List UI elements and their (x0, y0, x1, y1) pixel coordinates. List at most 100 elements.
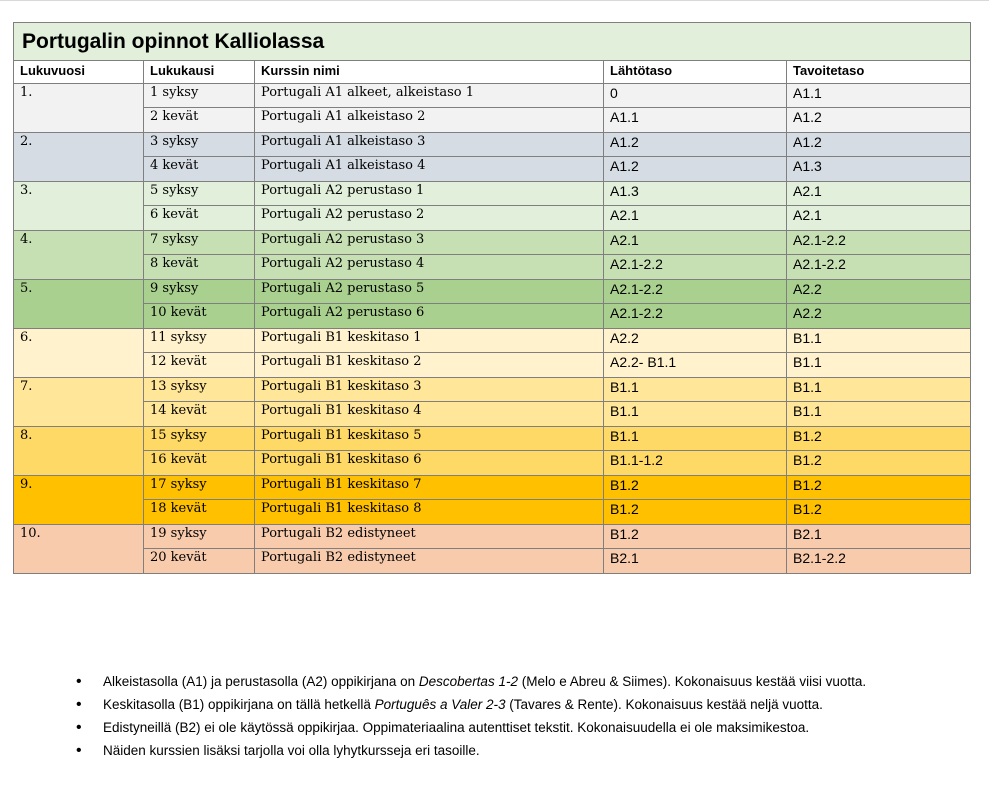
course-name-cell: Portugali A1 alkeet, alkeistaso 1 (254, 83, 604, 108)
start-level-cell: A2.2- B1.1 (603, 352, 787, 378)
target-level-cell: B1.1 (785, 328, 972, 353)
course-name-cell: Portugali A1 alkeistaso 2 (254, 107, 604, 133)
target-level-cell: A2.1 (785, 181, 972, 206)
start-level-cell: A2.1 (603, 230, 787, 255)
table-row: 5. 9 syksy Portugali A2 perustaso 5 A2.1-2.… (13, 279, 972, 329)
column-header-start-level: Lähtötaso (603, 60, 787, 84)
course-name-cell: Portugali B1 keskitaso 3 (254, 377, 604, 402)
term-cell: 6 kevät (143, 205, 255, 231)
start-level-cell: A2.1-2.2 (603, 279, 787, 304)
course-name-cell: Portugali A1 alkeistaso 4 (254, 156, 604, 182)
start-level-cell: A2.1 (603, 205, 787, 231)
target-level-cell: A1.3 (785, 156, 972, 182)
start-level-cell: B1.2 (603, 475, 787, 500)
column-header-term: Lukukausi (143, 60, 255, 84)
table-row: 8. 15 syksy Portugali B1 keskitaso 5 B1.1 B1… (13, 426, 972, 476)
column-header-year: Lukuvuosi (13, 60, 144, 84)
target-level-cell: B1.1 (785, 401, 972, 427)
table-row: 2. 3 syksy Portugali A1 alkeistaso 3 A1.2 A1… (13, 132, 972, 182)
target-level-cell: B1.2 (785, 475, 972, 500)
target-level-cell: A1.2 (785, 107, 972, 133)
term-cell: 18 kevät (143, 499, 255, 525)
course-name-cell: Portugali A2 perustaso 4 (254, 254, 604, 280)
start-level-cell: B1.2 (603, 524, 787, 549)
start-level-cell: B1.1-1.2 (603, 450, 787, 476)
term-cell: 1 syksy (143, 83, 255, 108)
start-level-cell: A1.3 (603, 181, 787, 206)
target-level-cell: B1.2 (785, 499, 972, 525)
term-cell: 9 syksy (143, 279, 255, 304)
table-row: 6. 11 syksy Portugali B1 keskitaso 1 A2.2 B1… (13, 328, 972, 378)
table-row: 20 kevät Portugali B2 edistyneet B2.1 B2.1-… (13, 548, 972, 574)
course-name-cell: Portugali B1 keskitaso 5 (254, 426, 604, 451)
table-title: Portugalin opinnot Kalliolassa (12, 22, 972, 61)
table-row: 16 kevät Portugali B1 keskitaso 6 B1.1-1.2… (13, 450, 972, 476)
term-cell: 16 kevät (143, 450, 255, 476)
note-item: Edistyneillä (B2) ei ole käytössä oppiki… (76, 716, 866, 739)
start-level-cell: B1.1 (603, 401, 787, 427)
start-level-cell: B1.1 (603, 426, 787, 451)
term-cell: 10 kevät (143, 303, 255, 329)
book-title: Descobertas 1-2 (418, 674, 518, 689)
table-row: 9. 17 syksy Portugali B1 keskitaso 7 B1.2 B1… (13, 475, 972, 525)
note-item: Alkeistasolla (A1) ja perustasolla (A2) … (76, 670, 866, 693)
course-name-cell: Portugali B1 keskitaso 8 (254, 499, 604, 525)
course-name-cell: Portugali B2 edistyneet (254, 548, 604, 574)
course-name-cell: Portugali A2 perustaso 6 (254, 303, 604, 329)
course-name-cell: Portugali A1 alkeistaso 3 (254, 132, 604, 157)
table-row: 3. 5 syksy Portugali A2 perustaso 1 A1.3 A2.… (13, 181, 972, 231)
academic-year-cell: 7. (13, 377, 144, 427)
table-row: 7. 13 syksy Portugali B1 keskitaso 3 B1.1 B1… (13, 377, 972, 427)
term-cell: 11 syksy (143, 328, 255, 353)
target-level-cell: A2.1 (785, 205, 972, 231)
term-cell: 4 kevät (143, 156, 255, 182)
course-name-cell: Portugali A2 perustaso 5 (254, 279, 604, 304)
start-level-cell: A1.2 (603, 156, 787, 182)
target-level-cell: B1.1 (785, 352, 972, 378)
start-level-cell: A2.1-2.2 (603, 303, 787, 329)
course-name-cell: Portugali B1 keskitaso 4 (254, 401, 604, 427)
note-item: Keskitasolla (B1) oppikirjana on tällä h… (76, 693, 866, 716)
target-level-cell: B1.2 (785, 450, 972, 476)
term-cell: 15 syksy (143, 426, 255, 451)
target-level-cell: B2.1 (785, 524, 972, 549)
start-level-cell: B2.1 (603, 548, 787, 574)
term-cell: 3 syksy (143, 132, 255, 157)
term-cell: 8 kevät (143, 254, 255, 280)
start-level-cell: B1.1 (603, 377, 787, 402)
target-level-cell: A2.1-2.2 (785, 254, 972, 280)
academic-year-cell: 4. (13, 230, 144, 280)
table-row: 18 kevät Portugali B1 keskitaso 8 B1.2 B1.2 (13, 499, 972, 525)
course-name-cell: Portugali B1 keskitaso 2 (254, 352, 604, 378)
target-level-cell: B1.2 (785, 426, 972, 451)
table-row: 8 kevät Portugali A2 perustaso 4 A2.1-2.2 A… (13, 254, 972, 280)
note-text: Näiden kurssien lisäksi tarjolla voi oll… (103, 743, 480, 758)
table-row: 6 kevät Portugali A2 perustaso 2 A2.1 A2.1 (13, 205, 972, 231)
academic-year-cell: 2. (13, 132, 144, 182)
target-level-cell: B1.1 (785, 377, 972, 402)
course-name-cell: Portugali B1 keskitaso 7 (254, 475, 604, 500)
book-title: Português a Valer 2-3 (374, 697, 506, 712)
note-text: Alkeistasolla (A1) ja perustasolla (A2) … (103, 674, 419, 689)
table-row: 4. 7 syksy Portugali A2 perustaso 3 A2.1 A2.… (13, 230, 972, 280)
academic-year-cell: 9. (13, 475, 144, 525)
term-cell: 20 kevät (143, 548, 255, 574)
course-table: Portugalin opinnot Kalliolassa Lukuvuosi… (12, 22, 972, 574)
target-level-cell: B2.1-2.2 (785, 548, 972, 574)
term-cell: 2 kevät (143, 107, 255, 133)
start-level-cell: A2.2 (603, 328, 787, 353)
target-level-cell: A2.1-2.2 (785, 230, 972, 255)
table-row: 4 kevät Portugali A1 alkeistaso 4 A1.2 A1.3 (13, 156, 972, 182)
term-cell: 12 kevät (143, 352, 255, 378)
course-name-cell: Portugali A2 perustaso 3 (254, 230, 604, 255)
table-row: 14 kevät Portugali B1 keskitaso 4 B1.1 B1.1 (13, 401, 972, 427)
target-level-cell: A1.2 (785, 132, 972, 157)
column-header-target-level: Tavoitetaso (785, 60, 972, 84)
notes-list: Alkeistasolla (A1) ja perustasolla (A2) … (76, 670, 866, 762)
term-cell: 19 syksy (143, 524, 255, 549)
table-row: 12 kevät Portugali B1 keskitaso 2 A2.2- B1… (13, 352, 972, 378)
academic-year-cell: 1. (13, 83, 144, 133)
term-cell: 17 syksy (143, 475, 255, 500)
note-text: Keskitasolla (B1) oppikirjana on tällä h… (103, 697, 375, 712)
course-name-cell: Portugali A2 perustaso 1 (254, 181, 604, 206)
